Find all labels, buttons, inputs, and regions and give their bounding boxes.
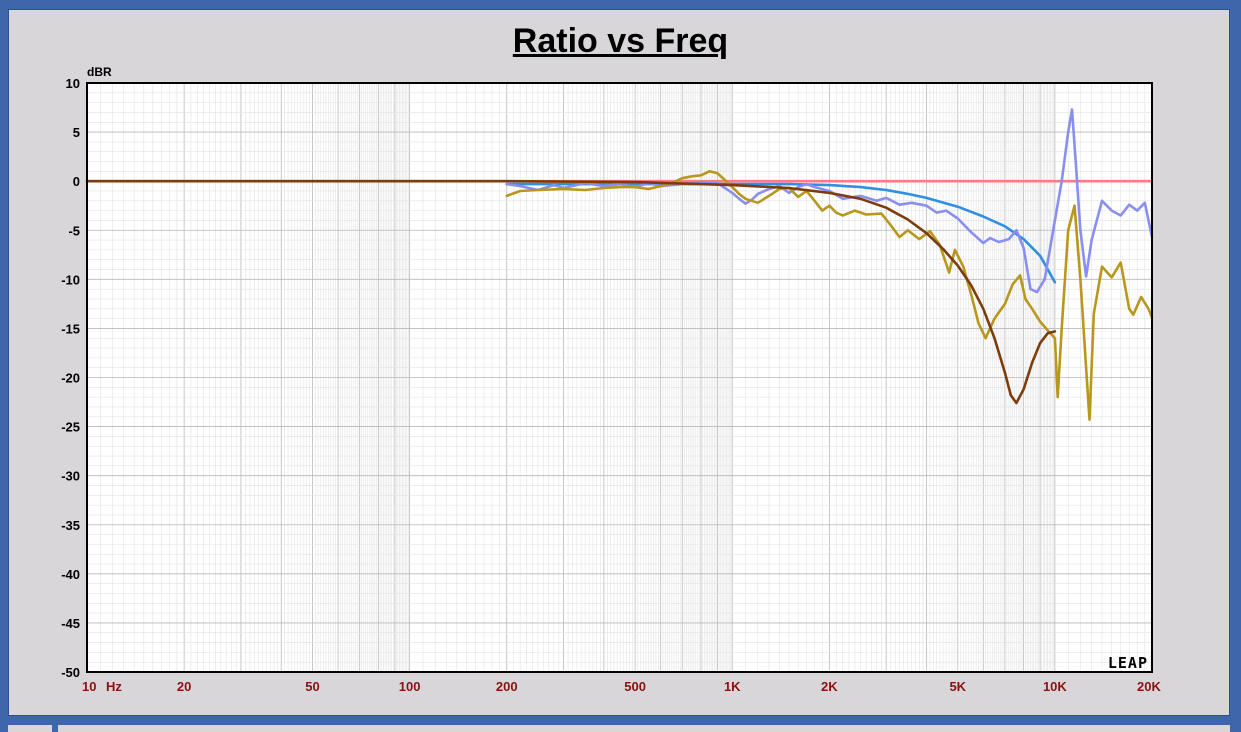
y-tick-label: -35 [61,518,80,533]
x-tick-label: 200 [496,679,518,694]
series-layer [85,108,1154,421]
x-axis: 10 20 50 100 200 500 1K 2K 5K 10K 20K [82,679,1161,694]
x-tick-label: 20K [1137,679,1161,694]
x-tick-label: 10 [82,679,96,694]
grid [86,82,1153,673]
series-line-5 [85,179,1057,405]
bottom-notch [52,725,58,732]
x-tick-label: 1K [724,679,741,694]
y-tick-label: -5 [68,223,80,238]
x-tick-label: 50 [305,679,319,694]
leap-logo: LEAP [1108,654,1148,672]
y-tick-label: -15 [61,321,80,336]
chart-title: Ratio vs Freq [512,22,729,60]
y-tick-label: -20 [61,371,80,386]
y-tick-label: -40 [61,567,80,582]
y-tick-label: 10 [66,76,80,91]
series-line-4 [505,170,1154,421]
plot-frame [86,82,1153,673]
y-tick-label: 5 [73,125,80,140]
x-tick-label: 10K [1043,679,1067,694]
y-tick-label: 0 [73,174,80,189]
y-tick-label: -50 [61,665,80,680]
x-axis-unit-label: Hz [106,679,122,694]
y-tick-label: -45 [61,616,80,631]
x-tick-label: 100 [399,679,421,694]
y-axis: 10 5 0 -5 -10 -15 -20 -25 -30 -35 -40 -45 -50 [61,76,80,680]
x-tick-label: 2K [821,679,838,694]
y-tick-label: -25 [61,420,80,435]
y-tick-label: -10 [61,272,80,287]
bottom-strip [8,725,1230,732]
x-tick-label: 20 [177,679,191,694]
x-tick-label: 5K [949,679,966,694]
y-tick-label: -30 [61,469,80,484]
x-tick-label: 500 [624,679,646,694]
y-axis-label: dBR [87,65,112,79]
